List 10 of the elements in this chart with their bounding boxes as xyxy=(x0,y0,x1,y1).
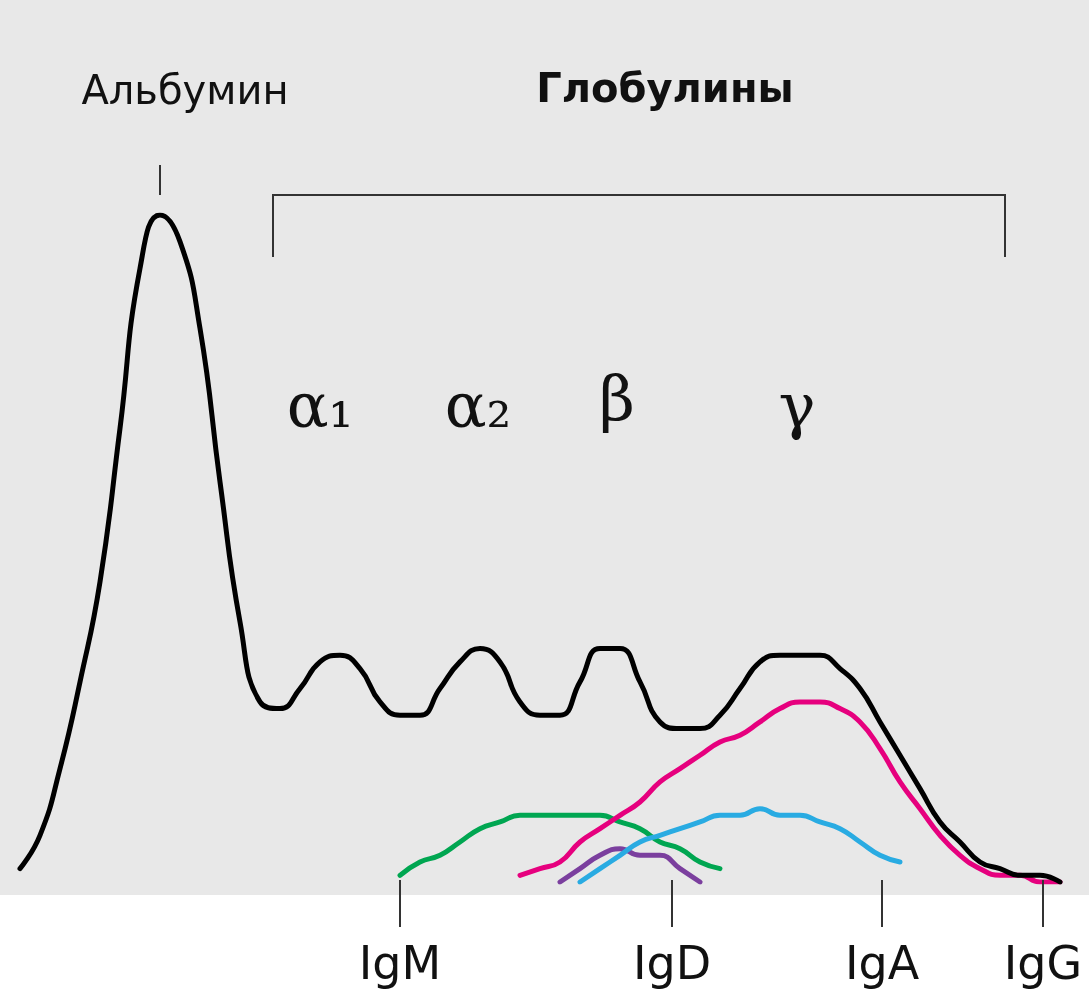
series-label: IgD xyxy=(632,936,712,990)
text: Альбумин xyxy=(81,67,289,113)
annotation: γ xyxy=(778,368,816,442)
annotation: α₁ xyxy=(286,368,354,442)
series-label: IgG xyxy=(1003,936,1083,990)
annotation: α₂ xyxy=(444,368,512,442)
text: Глобулины xyxy=(536,65,794,111)
annotation: β xyxy=(599,361,635,435)
series-label: IgA xyxy=(844,936,920,990)
series-label: IgM xyxy=(358,936,442,990)
